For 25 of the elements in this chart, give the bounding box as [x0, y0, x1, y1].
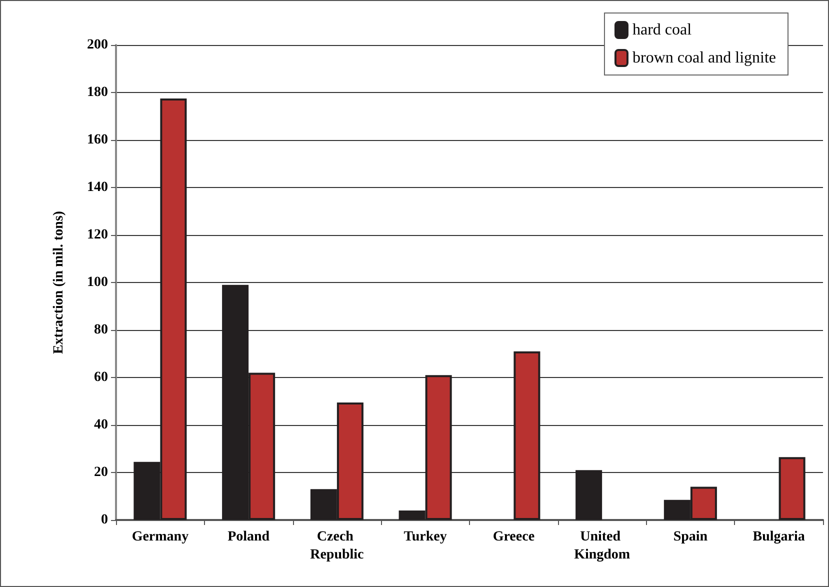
- y-axis-title: Extraction (in mil. tons): [52, 210, 66, 354]
- x-tick-label: Turkey: [404, 530, 447, 544]
- bar: [514, 351, 540, 520]
- x-tick-label: United Kingdom: [574, 530, 630, 562]
- y-tick-label: 20: [94, 465, 108, 480]
- legend-label: brown coal and lignite: [632, 50, 776, 66]
- y-tick-label: 200: [87, 38, 108, 52]
- x-tick-label: Spain: [673, 530, 708, 544]
- y-tick-label: 80: [94, 322, 108, 338]
- y-tick-label: 0: [101, 512, 108, 528]
- bar: [778, 457, 806, 520]
- bar: [576, 470, 602, 520]
- x-tick-label: Czech Republic: [310, 530, 364, 562]
- x-tick-label: Bulgaria: [752, 530, 805, 544]
- x-tick-label: Greece: [492, 530, 535, 544]
- y-tick-label: 120: [87, 228, 108, 242]
- y-tick-label: 40: [94, 418, 108, 432]
- x-tick-label: Poland: [228, 530, 270, 544]
- y-tick-label: 60: [94, 370, 108, 385]
- y-tick-label: 140: [87, 180, 108, 195]
- y-tick-label: 100: [87, 275, 108, 290]
- legend-label: hard coal: [632, 22, 692, 38]
- y-tick-label: 180: [87, 85, 108, 100]
- y-tick-label: 160: [87, 132, 108, 148]
- x-tick-label: Germany: [132, 530, 189, 544]
